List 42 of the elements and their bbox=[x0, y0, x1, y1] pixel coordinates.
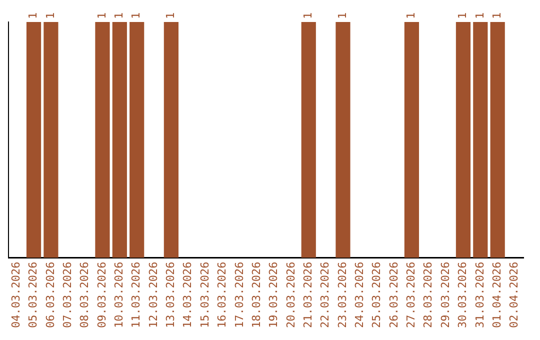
x-tick-label: 26.03.2026 bbox=[387, 262, 400, 328]
x-tick-label: 10.03.2026 bbox=[112, 262, 126, 328]
x-tick-label: 28.03.2026 bbox=[422, 262, 435, 328]
x-tick-label: 15.03.2026 bbox=[198, 262, 212, 328]
data-label: 1 bbox=[26, 12, 40, 19]
x-tick-label: 11.03.2026 bbox=[130, 262, 143, 328]
x-tick-label: 02.04.2026 bbox=[508, 262, 521, 328]
x-tick-label: 17.03.2026 bbox=[232, 262, 246, 328]
data-label: 1 bbox=[130, 12, 143, 19]
x-tick-label: 13.03.2026 bbox=[164, 262, 178, 328]
x-tick-label: 29.03.2026 bbox=[438, 262, 452, 328]
x-tick-label: 07.03.2026 bbox=[60, 262, 74, 328]
x-tick-label: 27.03.2026 bbox=[404, 262, 418, 328]
data-label: 1 bbox=[44, 12, 57, 19]
x-tick-label: 08.03.2026 bbox=[78, 262, 92, 328]
x-tick-label: 01.04.2026 bbox=[490, 262, 504, 328]
data-label: 1 bbox=[112, 12, 126, 19]
x-tick-label: 25.03.2026 bbox=[370, 262, 384, 328]
data-label: 1 bbox=[301, 12, 314, 19]
data-label: 1 bbox=[95, 12, 108, 19]
x-tick-label: 22.03.2026 bbox=[318, 262, 332, 328]
x-tick-label: 30.03.2026 bbox=[456, 262, 470, 328]
x-tick-label: 09.03.2026 bbox=[95, 262, 108, 328]
x-tick-label: 23.03.2026 bbox=[336, 262, 349, 328]
x-tick-label: 04.03.2026 bbox=[9, 262, 22, 328]
data-label: 1 bbox=[473, 12, 486, 19]
data-label: 1 bbox=[336, 12, 349, 19]
x-tick-label: 05.03.2026 bbox=[26, 262, 40, 328]
x-tick-label: 06.03.2026 bbox=[44, 262, 57, 328]
x-tick-label: 31.03.2026 bbox=[473, 262, 486, 328]
x-tick-label: 21.03.2026 bbox=[301, 262, 314, 328]
x-tick-label: 12.03.2026 bbox=[146, 262, 160, 328]
data-label: 1 bbox=[164, 12, 178, 19]
x-tick-label: 14.03.2026 bbox=[181, 262, 194, 328]
x-tick-label: 19.03.2026 bbox=[267, 262, 280, 328]
x-tick-label: 16.03.2026 bbox=[216, 262, 229, 328]
x-tick-label: 18.03.2026 bbox=[250, 262, 263, 328]
data-label: 1 bbox=[456, 12, 470, 19]
data-label: 1 bbox=[404, 12, 418, 19]
x-tick-label: 20.03.2026 bbox=[284, 262, 298, 328]
data-label: 1 bbox=[490, 12, 504, 19]
x-tick-label: 24.03.2026 bbox=[353, 262, 366, 328]
